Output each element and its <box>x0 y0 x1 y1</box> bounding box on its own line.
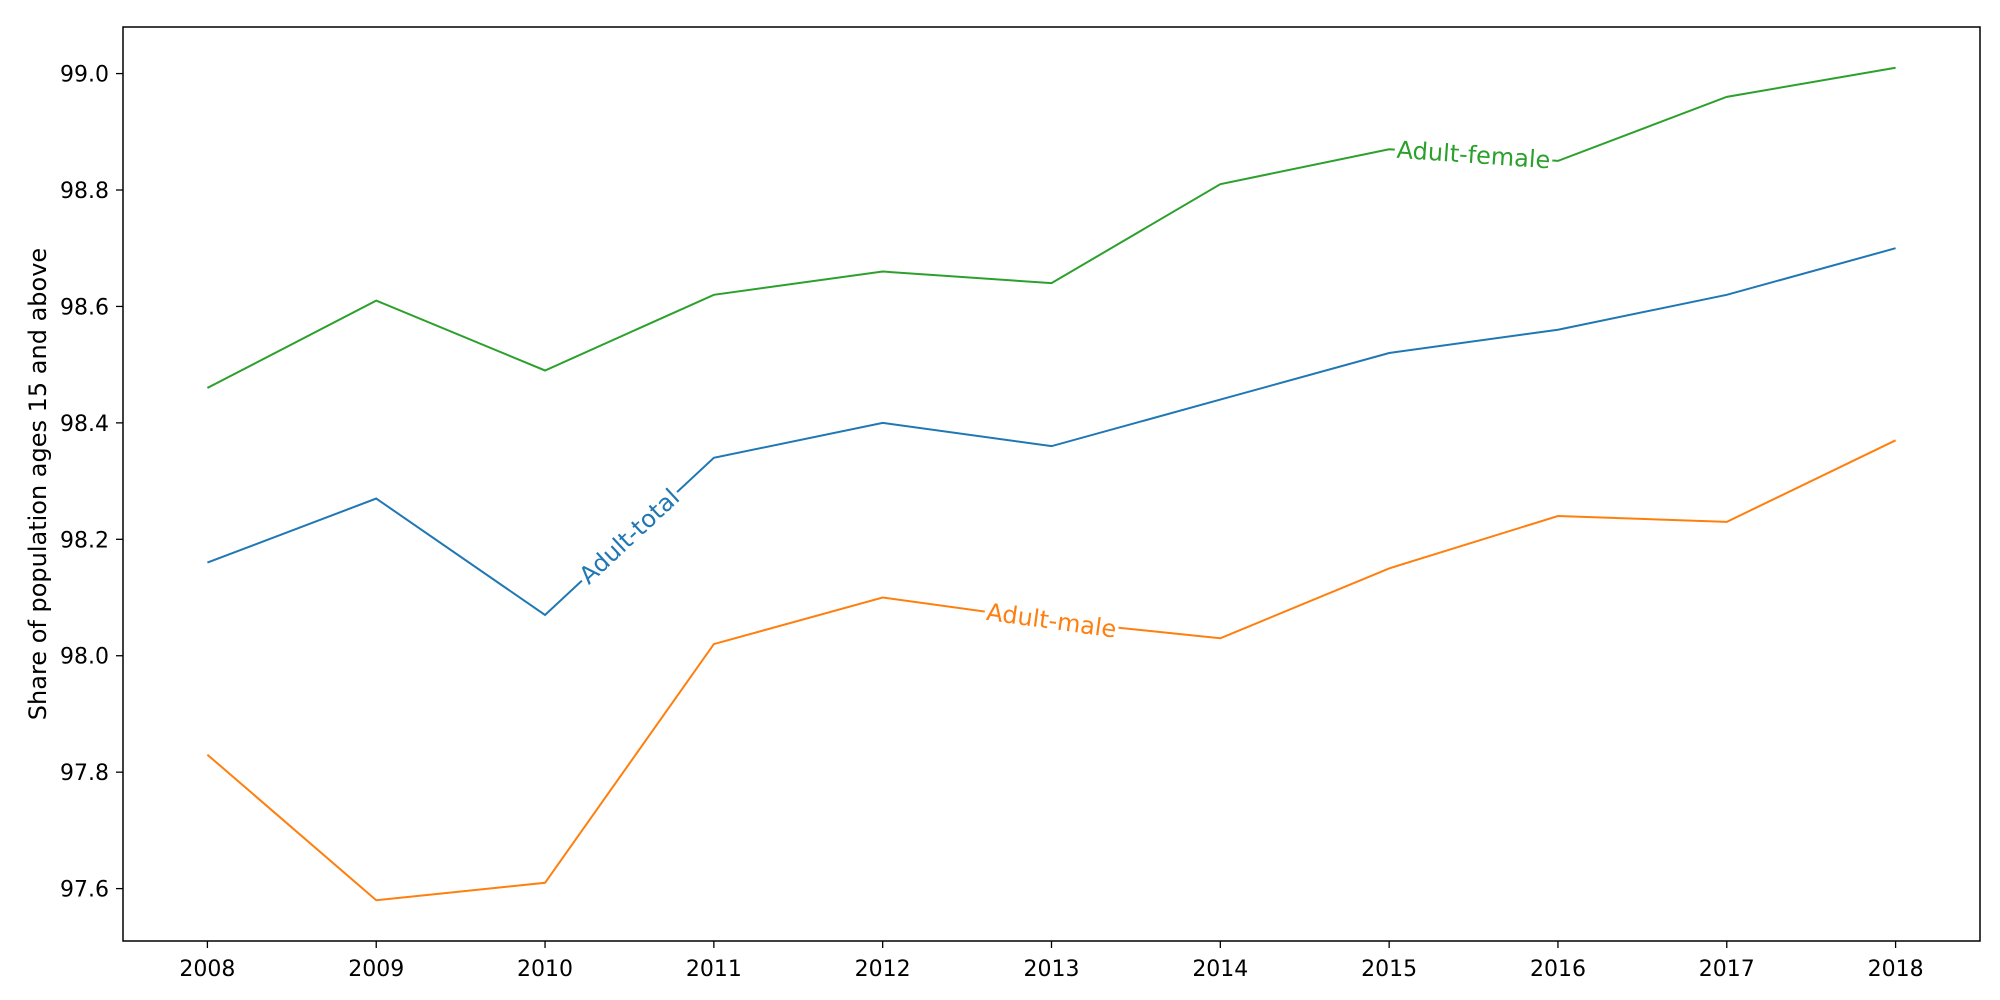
y-axis: 97.6 97.8 98.0 98.2 98.4 98.6 98.8 99.0 <box>60 63 123 903</box>
y-tick-label: 97.8 <box>60 761 109 786</box>
x-tick-label: 2012 <box>855 957 911 982</box>
x-tick-label: 2017 <box>1699 957 1755 982</box>
y-tick-label: 99.0 <box>60 63 109 88</box>
series-line-adult-female <box>206 66 1896 389</box>
series-label-background <box>1394 139 1554 171</box>
y-axis-label: Share of population ages 15 and above <box>24 248 52 720</box>
x-tick-label: 2011 <box>686 957 742 982</box>
y-tick-label: 97.6 <box>60 878 109 903</box>
series-label: Adult-male <box>985 598 1118 644</box>
x-tick-label: 2018 <box>1868 957 1924 982</box>
series-label: Adult-female <box>1396 136 1551 175</box>
x-tick-label: 2010 <box>517 957 573 982</box>
x-tick-label: 2014 <box>1192 957 1248 982</box>
series-line-adult-total <box>207 247 1896 617</box>
plot-area-frame <box>122 26 1981 942</box>
x-tick-label: 2013 <box>1024 957 1080 982</box>
series-layer <box>206 66 1897 902</box>
x-tick-label: 2009 <box>348 957 404 982</box>
series-label: Adult-total <box>574 483 685 589</box>
series-label-background <box>575 484 684 589</box>
x-tick-label: 2008 <box>179 957 235 982</box>
y-tick-label: 98.8 <box>60 179 109 204</box>
y-tick-label: 98.0 <box>60 645 109 670</box>
series-line-adult-male <box>206 439 1897 902</box>
y-tick-label: 98.6 <box>60 295 109 320</box>
series-label-background <box>983 601 1120 640</box>
series-label-layer: Adult-total Adult-male Adult-female <box>574 136 1554 644</box>
y-tick-label: 98.2 <box>60 528 109 553</box>
x-axis: 2008 2009 2010 2011 2012 2013 2014 2015 2016 2017… <box>179 941 1924 982</box>
series-label-group: Adult-female <box>1394 136 1554 175</box>
x-tick-label: 2015 <box>1361 957 1417 982</box>
series-label-group: Adult-male <box>983 598 1120 644</box>
series-label-group: Adult-total <box>574 483 685 589</box>
x-tick-label: 2016 <box>1530 957 1586 982</box>
y-tick-label: 98.4 <box>60 412 109 437</box>
